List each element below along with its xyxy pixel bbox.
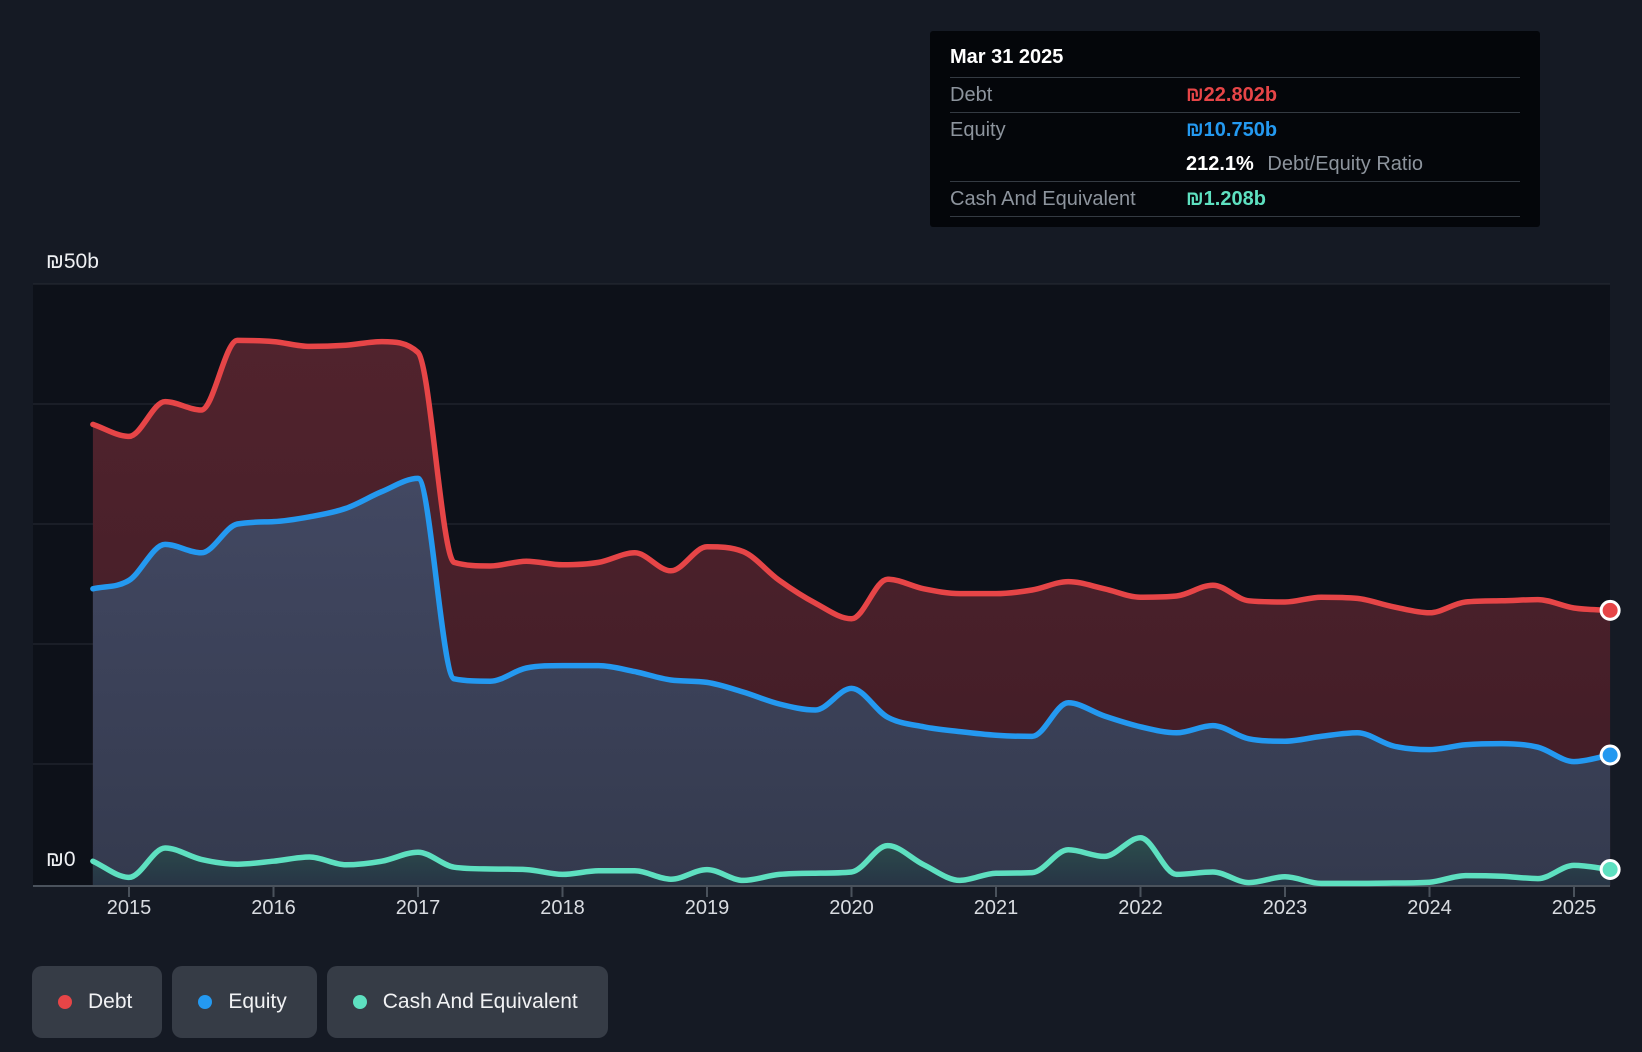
tooltip-ratio-value: 212.1% bbox=[1186, 152, 1254, 175]
x-axis-label: 2022 bbox=[1118, 897, 1163, 919]
x-axis-label: 2024 bbox=[1407, 897, 1452, 919]
tooltip-debt-label: Debt bbox=[950, 83, 993, 106]
tooltip-equity-value: ₪10.750b bbox=[1186, 118, 1278, 141]
x-axis-label: 2023 bbox=[1263, 897, 1308, 919]
x-axis-label: 2018 bbox=[540, 897, 585, 919]
debt-line bbox=[90, 337, 1613, 622]
tooltip-cash-label: Cash And Equivalent bbox=[950, 187, 1136, 210]
cash-and-equivalent-end-marker bbox=[1599, 859, 1621, 881]
x-axis-label: 2021 bbox=[974, 897, 1019, 919]
x-axis-label: 2015 bbox=[107, 897, 152, 919]
chart-tooltip: Mar 31 2025 Debt ₪22.802b Equity ₪10.750… bbox=[930, 31, 1540, 227]
legend-label-cash: Cash And Equivalent bbox=[382, 990, 578, 1013]
tooltip-equity-label: Equity bbox=[950, 118, 1006, 141]
series-end-markers bbox=[1599, 599, 1621, 881]
legend-label-debt: Debt bbox=[88, 990, 133, 1013]
tooltip-ratio: 212.1% Debt/Equity Ratio bbox=[1186, 153, 1423, 176]
tooltip-date: Mar 31 2025 bbox=[950, 39, 1520, 78]
debt-series-dot-icon bbox=[58, 995, 72, 1009]
equity-end-marker bbox=[1599, 744, 1621, 766]
tooltip-debt-value: ₪22.802b bbox=[1186, 83, 1278, 106]
legend-label-equity: Equity bbox=[228, 990, 287, 1013]
x-axis-label: 2016 bbox=[251, 897, 296, 919]
cash-and-equivalent-area bbox=[92, 837, 1611, 886]
y-axis-label-zero: ₪0 bbox=[46, 848, 76, 871]
tooltip-cash-value: ₪1.208b bbox=[1186, 187, 1266, 210]
x-axis-label: 2019 bbox=[685, 897, 730, 919]
x-axis-label: 2025 bbox=[1552, 897, 1597, 919]
x-axis-label: 2017 bbox=[396, 897, 441, 919]
tooltip-ratio-label: Debt/Equity Ratio bbox=[1267, 152, 1424, 175]
x-axis bbox=[33, 885, 1610, 897]
y-axis-label-max: ₪50b bbox=[46, 250, 99, 273]
series-lines bbox=[90, 337, 1613, 887]
tooltip-row-debt: Debt ₪22.802b bbox=[950, 78, 1520, 113]
equity-series-dot-icon bbox=[198, 995, 213, 1009]
equity-line bbox=[90, 475, 1613, 765]
cash-and-equivalent-line bbox=[90, 835, 1613, 887]
legend-item-cash-and-equivalent[interactable]: Cash And Equivalent bbox=[326, 966, 608, 1038]
legend-item-debt[interactable]: Debt bbox=[32, 966, 163, 1038]
legend-item-equity[interactable]: Equity bbox=[172, 966, 317, 1038]
x-axis-labels: 2015 2016 2017 2018 2019 2020 2021 2022 2023 2024… bbox=[107, 897, 1597, 919]
cash-series-dot-icon bbox=[352, 995, 367, 1009]
legend: Debt Equity Cash And Equivalent bbox=[32, 966, 608, 1038]
debt-end-marker bbox=[1599, 599, 1621, 621]
x-axis-label: 2020 bbox=[829, 897, 874, 919]
tooltip-row-equity: Equity ₪10.750b bbox=[950, 113, 1520, 147]
equity-area bbox=[92, 478, 1611, 886]
tooltip-row-cash: Cash And Equivalent ₪1.208b bbox=[950, 182, 1520, 217]
series-areas bbox=[92, 340, 1611, 886]
tooltip-row-ratio: 212.1% Debt/Equity Ratio bbox=[950, 147, 1520, 182]
